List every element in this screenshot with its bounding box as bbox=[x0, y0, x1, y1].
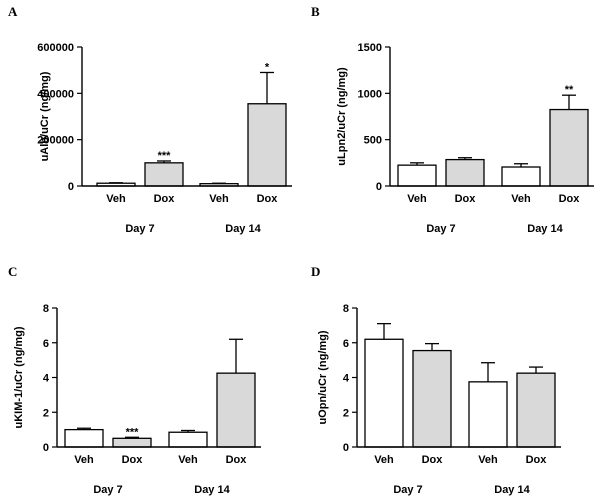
x-tick-label: Dox bbox=[226, 454, 248, 466]
bar-dox-day7 bbox=[144, 162, 184, 187]
y-axis-label: uKIM-1/uCr (ng/mg) bbox=[13, 326, 25, 428]
bar-veh-day14 bbox=[468, 381, 508, 448]
y-tick-label: 0 bbox=[376, 181, 382, 193]
group-label-day14: Day 14 bbox=[527, 223, 563, 235]
x-tick-label: Veh bbox=[511, 193, 531, 205]
group-label-day14: Day 14 bbox=[194, 484, 230, 496]
panel-letter: B bbox=[311, 4, 320, 19]
bar-dox-day7 bbox=[112, 437, 152, 448]
x-tick-label: Dox bbox=[422, 454, 444, 466]
bar-veh-day14 bbox=[168, 431, 208, 448]
panel-letter: A bbox=[8, 4, 18, 19]
x-tick-label: Veh bbox=[178, 454, 198, 466]
group-label-day14: Day 14 bbox=[225, 223, 261, 235]
x-tick-label: Veh bbox=[106, 193, 126, 205]
y-tick-label: 4 bbox=[343, 373, 350, 385]
x-tick-label: Dox bbox=[526, 454, 548, 466]
x-tick-label: Dox bbox=[559, 193, 581, 205]
bar-veh-day14 bbox=[501, 166, 541, 187]
y-tick-label: 200000 bbox=[37, 135, 74, 147]
y-tick-label: 1000 bbox=[358, 88, 382, 100]
bar-veh-day7 bbox=[397, 164, 437, 187]
bar-dox-day14 bbox=[216, 372, 256, 448]
y-axis-label: uLpn2/uCr (ng/mg) bbox=[336, 67, 348, 166]
bar-dox-day7 bbox=[445, 158, 485, 187]
y-tick-label: 0 bbox=[68, 181, 74, 193]
y-tick-label: 4 bbox=[43, 373, 50, 385]
y-tick-label: 2 bbox=[43, 407, 49, 419]
x-tick-label: Veh bbox=[407, 193, 427, 205]
group-label-day7: Day 7 bbox=[125, 223, 154, 235]
y-tick-label: 6 bbox=[343, 338, 349, 350]
significance-marker: ** bbox=[565, 84, 574, 96]
panel-letter: C bbox=[8, 264, 17, 279]
bar-dox-day14 bbox=[549, 108, 589, 187]
x-tick-label: Veh bbox=[374, 454, 394, 466]
x-tick-label: Dox bbox=[455, 193, 477, 205]
significance-marker: *** bbox=[126, 426, 140, 438]
y-tick-label: 2 bbox=[343, 407, 349, 419]
y-tick-label: 8 bbox=[343, 303, 349, 315]
group-label-day7: Day 7 bbox=[426, 223, 455, 235]
bar-dox-day14 bbox=[247, 103, 287, 187]
significance-marker: *** bbox=[158, 150, 172, 162]
y-axis-label: uOpn/uCr (ng/mg) bbox=[317, 330, 329, 424]
y-tick-label: 400000 bbox=[37, 88, 74, 100]
x-tick-label: Veh bbox=[209, 193, 229, 205]
group-label-day7: Day 7 bbox=[393, 484, 422, 496]
x-tick-label: Dox bbox=[257, 193, 279, 205]
y-tick-label: 6 bbox=[43, 338, 49, 350]
x-tick-label: Dox bbox=[122, 454, 144, 466]
significance-marker: * bbox=[265, 61, 270, 73]
x-tick-label: Dox bbox=[154, 193, 176, 205]
x-tick-label: Veh bbox=[74, 454, 94, 466]
bar-veh-day7 bbox=[364, 338, 404, 448]
x-tick-label: Veh bbox=[478, 454, 498, 466]
y-axis-label: uAlb/uCr (ng/mg) bbox=[39, 71, 51, 161]
panel-letter: D bbox=[311, 264, 320, 279]
y-tick-label: 0 bbox=[343, 442, 349, 454]
bar-veh-day7 bbox=[64, 428, 104, 448]
y-tick-label: 500 bbox=[364, 135, 382, 147]
y-tick-label: 1500 bbox=[358, 42, 382, 54]
y-tick-label: 8 bbox=[43, 303, 49, 315]
y-tick-label: 600000 bbox=[37, 42, 74, 54]
y-tick-label: 0 bbox=[43, 442, 49, 454]
group-label-day14: Day 14 bbox=[494, 484, 530, 496]
group-label-day7: Day 7 bbox=[93, 484, 122, 496]
bar-dox-day7 bbox=[412, 349, 452, 448]
bar-dox-day14 bbox=[516, 372, 556, 448]
